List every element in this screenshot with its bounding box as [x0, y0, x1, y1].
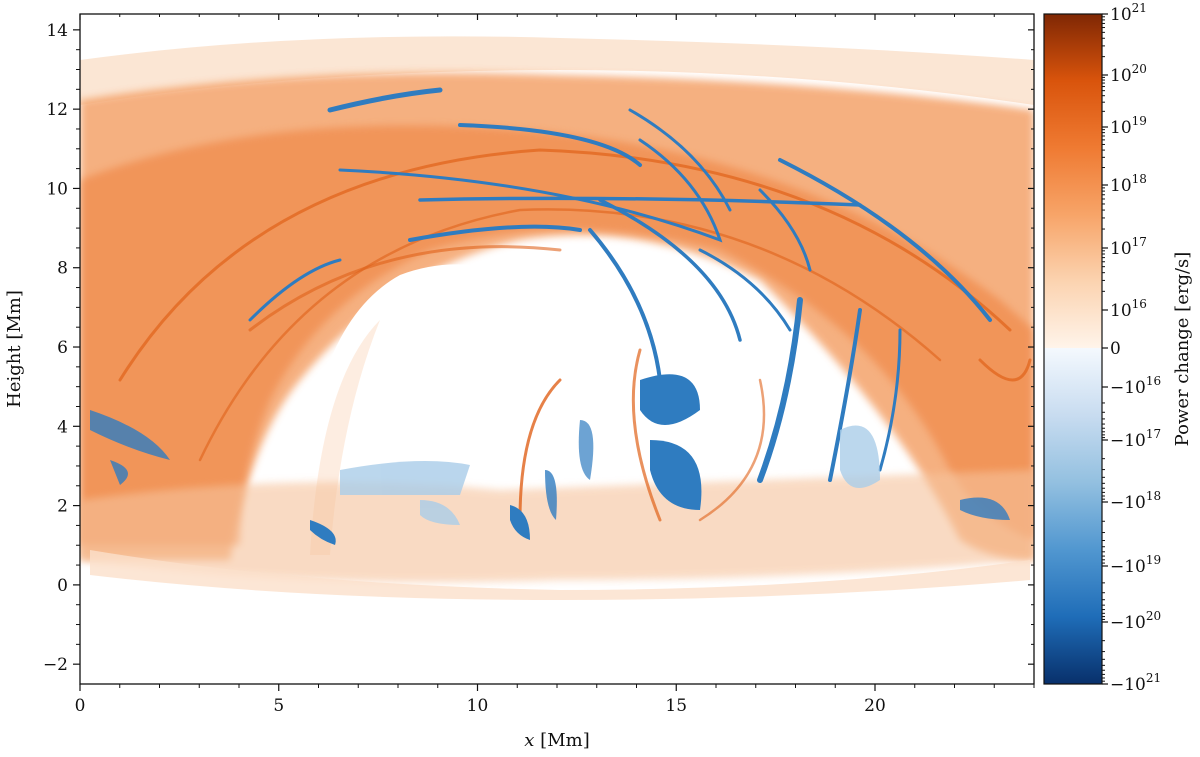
colorbar-tick-label: 1018 [1110, 172, 1147, 196]
colorbar-tick-label: 1021 [1110, 1, 1147, 25]
y-tick-label: 4 [57, 417, 68, 437]
y-tick-label: 2 [57, 497, 68, 517]
x-tick-label: 5 [273, 696, 284, 716]
x-tick-label: 0 [75, 696, 86, 716]
x-axis: 0 5 10 15 20 [75, 14, 1035, 716]
colorbar-ticks: 1021 1020 1019 1018 1017 1016 0 −1016 −1017 −1018… [1102, 1, 1161, 695]
x-tick-label: 10 [467, 696, 489, 716]
colorbar-frame [1043, 13, 1103, 685]
colorbar-label: Power change [erg/s] [1172, 252, 1193, 447]
colorbar-tick-label: 1017 [1110, 235, 1147, 259]
colorbar-tick-label: −1020 [1110, 609, 1161, 633]
colorbar-tick-label: 1016 [1110, 297, 1147, 321]
colorbar-tick-label: −1021 [1110, 671, 1161, 695]
y-tick-label: 6 [57, 338, 68, 358]
x-tick-label: 20 [864, 696, 886, 716]
y-tick-label: 10 [46, 179, 68, 199]
x-tick-label: 15 [665, 696, 687, 716]
colorbar-tick-label: 1020 [1110, 62, 1147, 86]
colorbar-tick-label: −1016 [1110, 374, 1161, 398]
y-axis: −2 0 2 4 6 8 10 12 14 [43, 21, 1034, 675]
y-tick-label: 12 [46, 100, 68, 120]
colorbar: 1021 1020 1019 1018 1017 1016 0 −1016 −1017 −1018… [1043, 1, 1161, 695]
y-axis-label: Height [Mm] [4, 290, 25, 408]
colorbar-tick-label: −1018 [1110, 489, 1161, 513]
colorbar-tick-label: −1017 [1110, 427, 1161, 451]
y-tick-label: 0 [57, 576, 68, 596]
x-axis-label: x [Mm] [524, 730, 589, 751]
y-tick-label: 14 [46, 21, 68, 41]
colorbar-zero-label: 0 [1110, 339, 1121, 359]
colorbar-negative [1044, 348, 1102, 684]
y-tick-label: 8 [57, 259, 68, 279]
y-tick-label: −2 [43, 655, 68, 675]
colorbar-tick-label: −1019 [1110, 553, 1161, 577]
colorbar-positive [1044, 14, 1102, 348]
heatmap-image [80, 14, 1034, 684]
colorbar-tick-label: 1019 [1110, 114, 1147, 138]
